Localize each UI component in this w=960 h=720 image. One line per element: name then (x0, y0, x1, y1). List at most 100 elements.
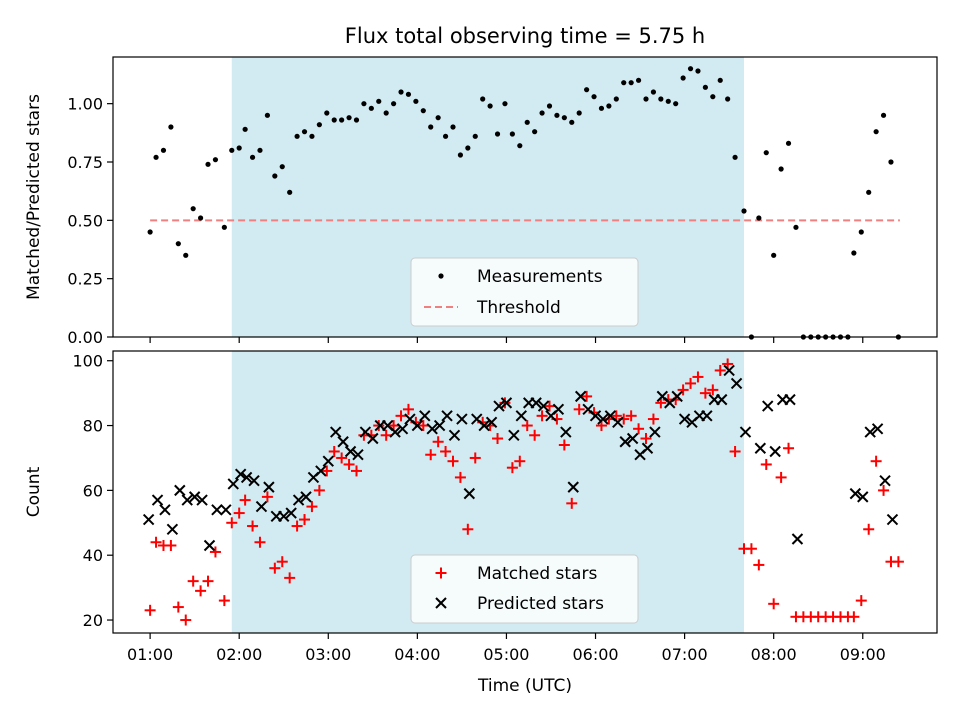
predicted-star-point (678, 413, 691, 425)
matched-star-point (729, 445, 741, 457)
matched-star-point (261, 491, 273, 503)
matched-star-point (239, 494, 251, 506)
measurement-point (236, 145, 242, 151)
predicted-star-point (396, 423, 409, 435)
matched-star-point (848, 611, 860, 623)
y-tick-label: 80 (83, 417, 103, 436)
matched-star-point (745, 543, 757, 555)
legend-label-matched: Matched stars (477, 564, 597, 584)
predicted-star-point (227, 478, 239, 490)
predicted-star-point (857, 491, 869, 503)
legend-marker-predicted (435, 597, 447, 609)
measurement-point (778, 166, 784, 172)
measurement-point (785, 140, 792, 146)
measurement-point (249, 154, 256, 160)
matched-star-point (395, 410, 407, 422)
ratio-legend-box (410, 257, 639, 327)
measurement-point (509, 131, 515, 137)
legend-label-measurements: Measurements (477, 267, 603, 287)
matched-star-point (299, 514, 311, 526)
predicted-star-point (879, 474, 891, 487)
count-legend-box (410, 554, 639, 624)
predicted-star-point (864, 426, 876, 438)
measurement-point (420, 108, 426, 114)
measurement-point (316, 122, 322, 128)
legend-label-predicted: Predicted stars (477, 594, 604, 614)
matched-star-point (863, 523, 875, 535)
predicted-star-point (784, 393, 796, 406)
x-axis-label: Time (UTC) (477, 676, 572, 696)
predicted-star-point (151, 494, 164, 506)
x-tick-label: 02:00 (216, 645, 262, 664)
measurement-point (851, 250, 857, 256)
ratio-plot-frame (112, 56, 938, 338)
measurement-point (494, 131, 501, 137)
measurement-point (197, 215, 204, 221)
measurement-point (339, 117, 345, 123)
measurement-point (658, 96, 664, 102)
measurement-point (383, 110, 389, 116)
count-legend: Matched stars Predicted stars (410, 554, 639, 624)
predicted-star-point (537, 400, 550, 412)
predicted-star-point (493, 400, 505, 412)
matched-star-point (402, 403, 414, 415)
measurement-points (147, 66, 901, 340)
predicted-star-point (723, 364, 735, 377)
predicted-star-point (389, 426, 401, 438)
predicted-star-point (649, 426, 661, 438)
measurement-point (368, 105, 374, 111)
matched-star-point (783, 442, 795, 454)
matched-star-point (699, 387, 711, 399)
y-tick-label: 0.25 (67, 270, 103, 289)
matched-star-point (454, 471, 466, 483)
measurement-point (309, 133, 315, 139)
predicted-star-point (142, 513, 155, 526)
predicted-star-point (285, 507, 297, 519)
predicted-star-point (515, 410, 527, 422)
measurement-point (353, 117, 360, 123)
measurement-point (771, 252, 777, 258)
matched-star-point (640, 433, 652, 445)
measurement-point (242, 126, 248, 132)
matched-star-point (425, 449, 437, 461)
matched-star-point (144, 604, 156, 616)
matched-star-point (328, 445, 340, 457)
measurement-point (294, 133, 300, 139)
measurement-point (502, 101, 508, 107)
matched-star-point (462, 523, 474, 535)
matched-star-point (536, 410, 548, 422)
matched-star-point (714, 364, 726, 376)
measurement-point (643, 96, 649, 102)
matched-star-point (417, 420, 429, 432)
measurement-point (376, 98, 382, 104)
measurement-point (650, 89, 657, 95)
ratio-legend: Measurements Threshold (410, 257, 639, 327)
measurement-point (725, 96, 731, 102)
predicted-star-points (142, 364, 899, 552)
matched-star-point (440, 445, 452, 457)
predicted-star-point (220, 504, 232, 516)
matched-star-point (202, 575, 214, 587)
predicted-star-point (671, 390, 683, 403)
matched-star-point (760, 458, 772, 470)
measurement-point (480, 96, 486, 102)
count-plot-frame (112, 350, 938, 634)
measurement-point (221, 224, 227, 230)
x-tick-label: 04:00 (394, 645, 440, 664)
matched-star-point (247, 520, 259, 532)
measurement-point (591, 94, 597, 100)
measurement-point (346, 115, 352, 121)
predicted-star-point (552, 403, 565, 416)
predicted-star-point (849, 487, 862, 500)
predicted-star-point (411, 419, 424, 432)
predicted-star-point (701, 410, 713, 422)
matched-star-point (775, 471, 787, 483)
predicted-star-point (441, 410, 453, 422)
measurement-point (561, 115, 567, 121)
matched-star-point (855, 595, 867, 607)
measurement-point (606, 103, 612, 109)
matched-star-points (144, 358, 904, 626)
measurement-point (569, 119, 575, 125)
measurement-point (435, 115, 441, 121)
predicted-star-point (597, 413, 609, 425)
